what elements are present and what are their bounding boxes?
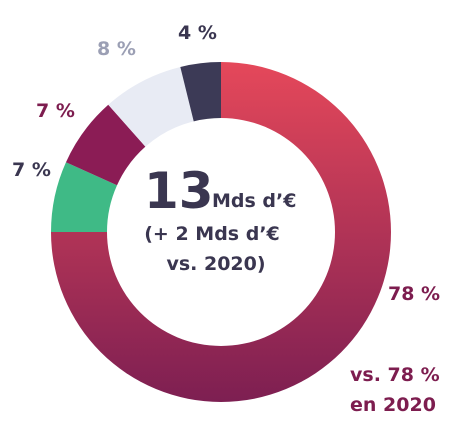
center-text: 13 Mds d’€ (+ 2 Mds d’€ vs. 2020) <box>144 162 296 275</box>
slice-light <box>108 66 194 147</box>
slice-label-green: 7 % <box>12 159 51 181</box>
center-value: 13 <box>144 162 214 220</box>
center-line-2: (+ 2 Mds d’€ <box>144 223 280 245</box>
slice-labels: 78 % 7 % 7 % 8 % 4 % <box>12 22 440 305</box>
slice-dark <box>180 62 221 122</box>
slice-main <box>51 62 391 402</box>
slice-label-light: 8 % <box>97 38 136 60</box>
donut-slices <box>51 62 391 402</box>
center-unit: Mds d’€ <box>212 190 296 212</box>
comparison-line-1: vs. 78 % <box>350 364 440 386</box>
slice-plum <box>65 104 146 186</box>
slice-label-plum: 7 % <box>36 100 75 122</box>
comparison-note: vs. 78 % en 2020 <box>350 364 440 416</box>
center-line-3: vs. 2020) <box>166 253 265 275</box>
slice-label-main: 78 % <box>388 283 440 305</box>
slice-green <box>51 162 118 232</box>
comparison-line-2: en 2020 <box>350 394 436 416</box>
slice-label-dark: 4 % <box>178 22 217 44</box>
